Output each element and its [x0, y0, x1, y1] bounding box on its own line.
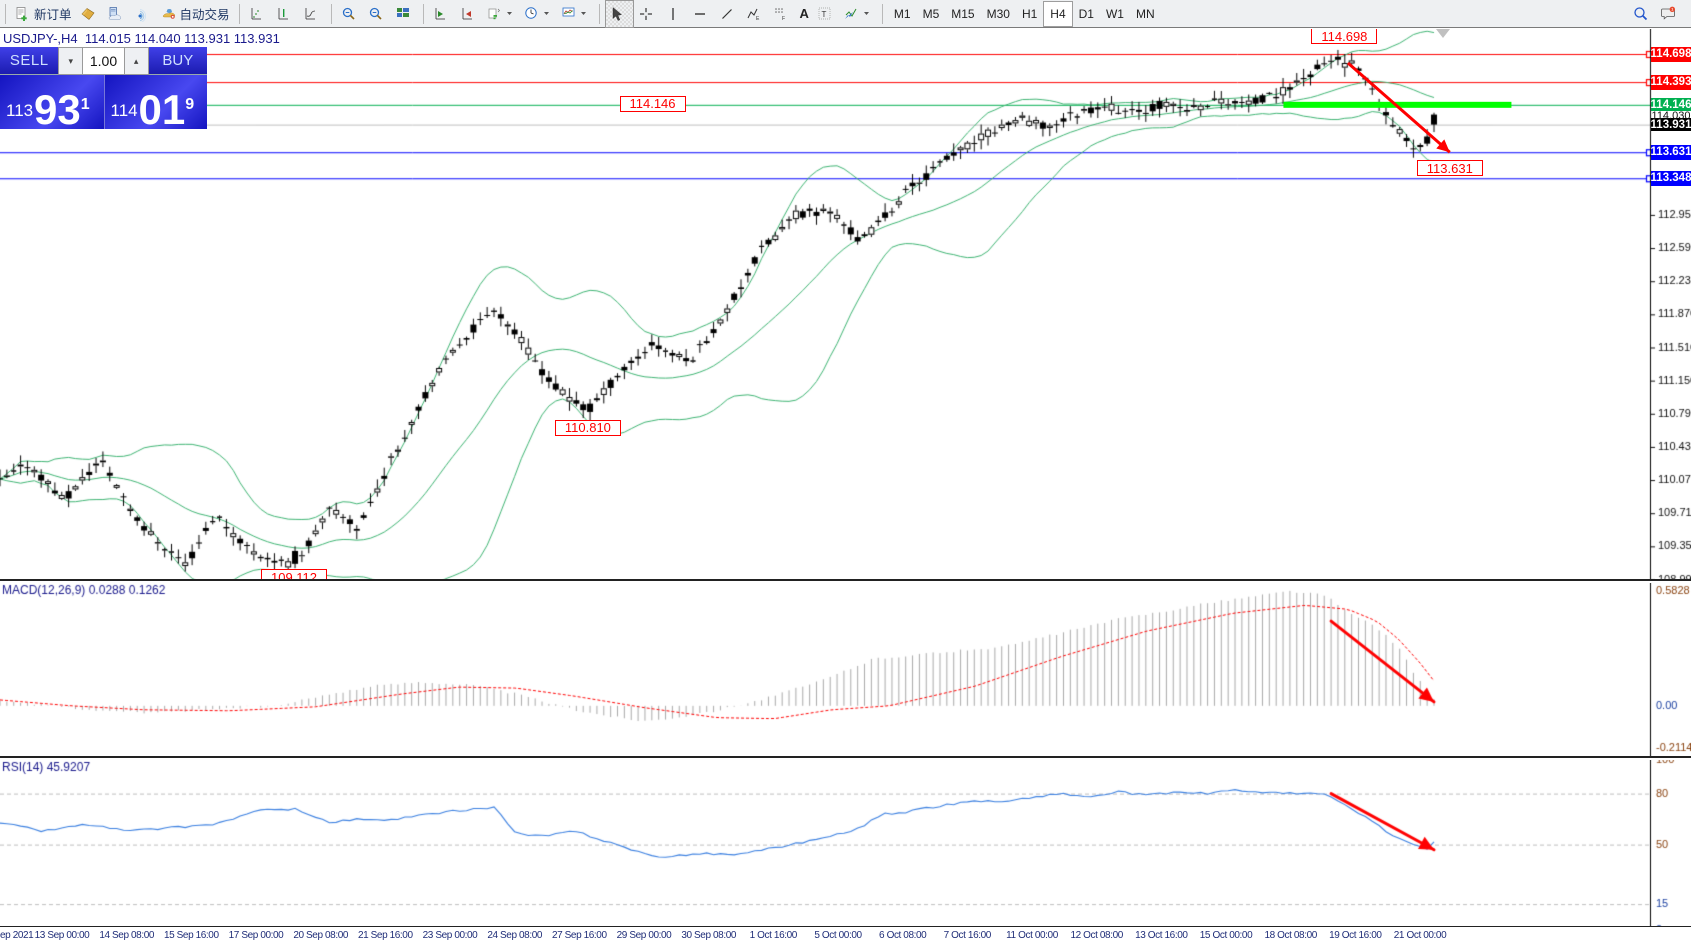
svg-text:F: F [782, 16, 785, 22]
svg-text:1: 1 [1671, 7, 1673, 11]
svg-text:E: E [756, 16, 760, 22]
svg-text:T: T [821, 10, 826, 19]
